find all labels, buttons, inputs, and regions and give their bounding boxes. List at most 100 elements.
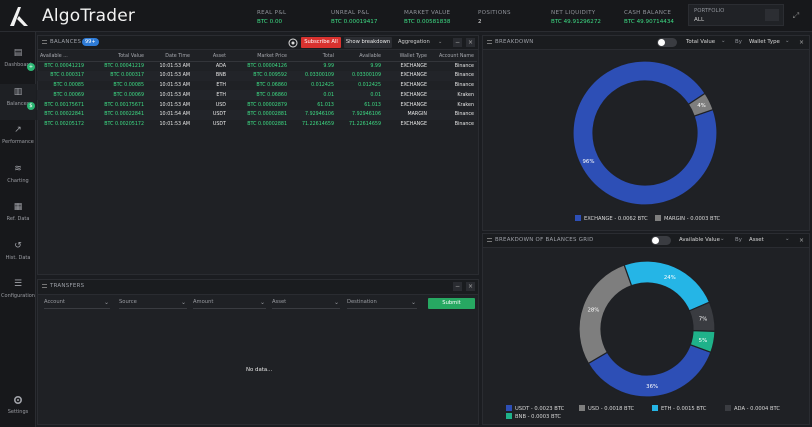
sidebar-item-balances[interactable]: ▥ Balances $ [0, 83, 36, 120]
legend-swatch [655, 215, 661, 221]
table-header-row: Available ... Total Value Date Time Asset Ma… [37, 52, 477, 62]
table-row[interactable]: BTC 0.00041219 BTC 0.00041219 10:01:53 AM A… [37, 61, 477, 71]
minimize-icon[interactable]: − [453, 38, 462, 47]
column-header[interactable]: Account Name [430, 52, 477, 62]
stat-positions: POSITIONS 2 [478, 10, 550, 28]
chevron-down-icon: ⌄ [438, 39, 443, 45]
breakdown-value-select[interactable]: Total Value [686, 39, 716, 45]
aggregation-select[interactable]: Aggregation ⌄ [398, 37, 446, 48]
legend-item[interactable]: USD - 0.0018 BTC [579, 405, 634, 412]
portfolio-dropdown-button[interactable] [765, 9, 779, 21]
transfer-destination-select[interactable]: Destination ⌄ [347, 299, 417, 309]
legend-item[interactable]: BNB - 0.0003 BTC [506, 413, 561, 420]
subscribe-all-button[interactable]: Subscribe All [301, 37, 341, 48]
legend-item[interactable]: MARGIN - 0.0003 BTC [655, 215, 720, 222]
table-cell: 10:01:53 AM [159, 63, 191, 69]
transfer-amount-select[interactable]: Amount ⌄ [193, 299, 266, 309]
minimize-icon[interactable]: − [453, 282, 462, 291]
column-header[interactable]: Total Value [87, 52, 147, 62]
app-title: AlgoTrader [42, 6, 136, 26]
table-row[interactable]: BTC 0.00205172 BTC 0.00205172 10:01:53 AM U… [37, 120, 477, 130]
sidebar-item-ref-data[interactable]: ▦ Ref. Data [0, 199, 36, 235]
close-icon[interactable]: × [466, 282, 475, 291]
breakdown-group-select[interactable]: Wallet Type [749, 39, 780, 45]
sidebar-item-hist-data[interactable]: ↺ Hist. Data [0, 238, 36, 274]
chevron-down-icon: ⌄ [785, 38, 790, 44]
table-row[interactable]: BTC 0.00175671 BTC 0.00175671 10:01:53 AM U… [37, 100, 477, 110]
donut-slice[interactable] [687, 92, 714, 117]
table-cell: BTC 0.00022841 [87, 109, 147, 120]
legend-label: BNB - 0.0003 BTC [515, 414, 562, 420]
chevron-down-icon: ⌄ [333, 299, 339, 306]
sidebar-item-settings[interactable]: Settings [0, 392, 36, 427]
show-breakdown-button[interactable]: Show breakdown [344, 37, 392, 48]
column-header[interactable]: Available ... [37, 52, 87, 62]
field-label: Amount [193, 299, 214, 305]
donut-slice[interactable] [578, 264, 633, 365]
legend-item[interactable]: USDT - 0.0023 BTC [506, 405, 564, 412]
sidebar: ▤ Dashboard + ▥ Balances $ ↗ Performance ≋ Charti… [0, 32, 36, 427]
stat-real-p-l: REAL P&L BTC 0.00 [257, 10, 329, 28]
expand-icon[interactable]: ⤢ [792, 11, 800, 20]
donut-slice[interactable] [572, 60, 718, 206]
close-icon[interactable]: × [798, 237, 805, 244]
table-cell: ETH [193, 90, 229, 101]
portfolio-selector[interactable]: PORTFOLIO ALL [688, 4, 784, 26]
transfer-account-select[interactable]: Account ⌄ [44, 299, 110, 309]
column-header[interactable]: Total [290, 52, 337, 62]
field-label: Destination [347, 299, 377, 305]
legend-item[interactable]: ADA - 0.0004 BTC [725, 405, 780, 412]
transfer-asset-select[interactable]: Asset ⌄ [272, 299, 340, 309]
legend-swatch [579, 405, 585, 411]
close-icon[interactable]: × [798, 39, 805, 46]
table-cell: 9.99 [323, 63, 334, 69]
column-header[interactable]: Asset [193, 52, 229, 62]
donut-slice[interactable] [623, 260, 711, 312]
table-cell: Binance [454, 82, 474, 88]
submit-button[interactable]: Submit [428, 298, 475, 309]
table-row[interactable]: BTC 0.00022841 BTC 0.00022841 10:01:54 AM U… [37, 109, 477, 120]
field-label: Source [119, 299, 137, 305]
transfer-source-select[interactable]: Source ⌄ [119, 299, 187, 309]
sidebar-item-performance[interactable]: ↗ Performance [0, 122, 36, 158]
sidebar-item-charting[interactable]: ≋ Charting [0, 161, 36, 197]
column-header[interactable]: Available [337, 52, 384, 62]
legend-item[interactable]: EXCHANGE - 0.0062 BTC [575, 215, 648, 222]
grid-breakdown-toggle[interactable] [651, 236, 671, 245]
table-cell: 0.01 [290, 90, 337, 101]
donut-slice[interactable] [689, 329, 716, 354]
grid-group-select[interactable]: Asset [749, 237, 764, 243]
table-row[interactable]: BTC 0.000317 BTC 0.000317 10:01:53 AM BNB BT… [37, 70, 477, 81]
drag-handle-icon[interactable] [42, 40, 47, 44]
drag-handle-icon[interactable] [487, 238, 492, 242]
column-header[interactable]: Market Price [229, 52, 290, 62]
table-cell: BTC 0.00175671 [104, 102, 144, 108]
sidebar-item-dashboard[interactable]: ▤ Dashboard + [0, 45, 36, 81]
drag-handle-icon[interactable] [42, 284, 47, 288]
sidebar-item-label: Settings [7, 409, 29, 415]
table-cell: BTC 0.00175671 [44, 102, 84, 108]
column-header[interactable]: Wallet Type [384, 52, 430, 62]
table-row[interactable]: BTC 0.00085 BTC 0.00085 10:01:53 AM ETH BTC … [37, 81, 477, 91]
columns-icon[interactable] [288, 38, 298, 48]
table-cell: EXCHANGE [384, 70, 430, 81]
transfers-panel-header: TRANSFERS − × [38, 280, 478, 295]
table-cell: 71.22614659 [348, 122, 381, 128]
legend-item[interactable]: ETH - 0.0015 BTC [652, 405, 706, 412]
table-cell: ETH [216, 82, 226, 88]
legend-label: USDT - 0.0023 BTC [515, 406, 565, 412]
grid-value-select[interactable]: Available Value [679, 237, 720, 243]
sidebar-item-configuration[interactable]: ☰ Configuration [0, 276, 36, 312]
close-icon[interactable]: × [466, 38, 475, 47]
drag-handle-icon[interactable] [487, 40, 492, 44]
logo[interactable]: AlgoTrader [6, 4, 146, 28]
legend-swatch [652, 405, 658, 411]
breakdown-toggle[interactable] [657, 38, 677, 47]
field-label: Account [44, 299, 65, 305]
table-row[interactable]: BTC 0.00069 BTC 0.00069 10:01:53 AM ETH BTC … [37, 90, 477, 101]
sidebar-item-label: Performance [2, 139, 34, 145]
column-header[interactable]: Date Time [147, 52, 193, 62]
table-cell: BTC 0.00022841 [37, 109, 87, 120]
dashboard-icon: ▤ [13, 48, 23, 58]
legend-swatch [575, 215, 581, 221]
